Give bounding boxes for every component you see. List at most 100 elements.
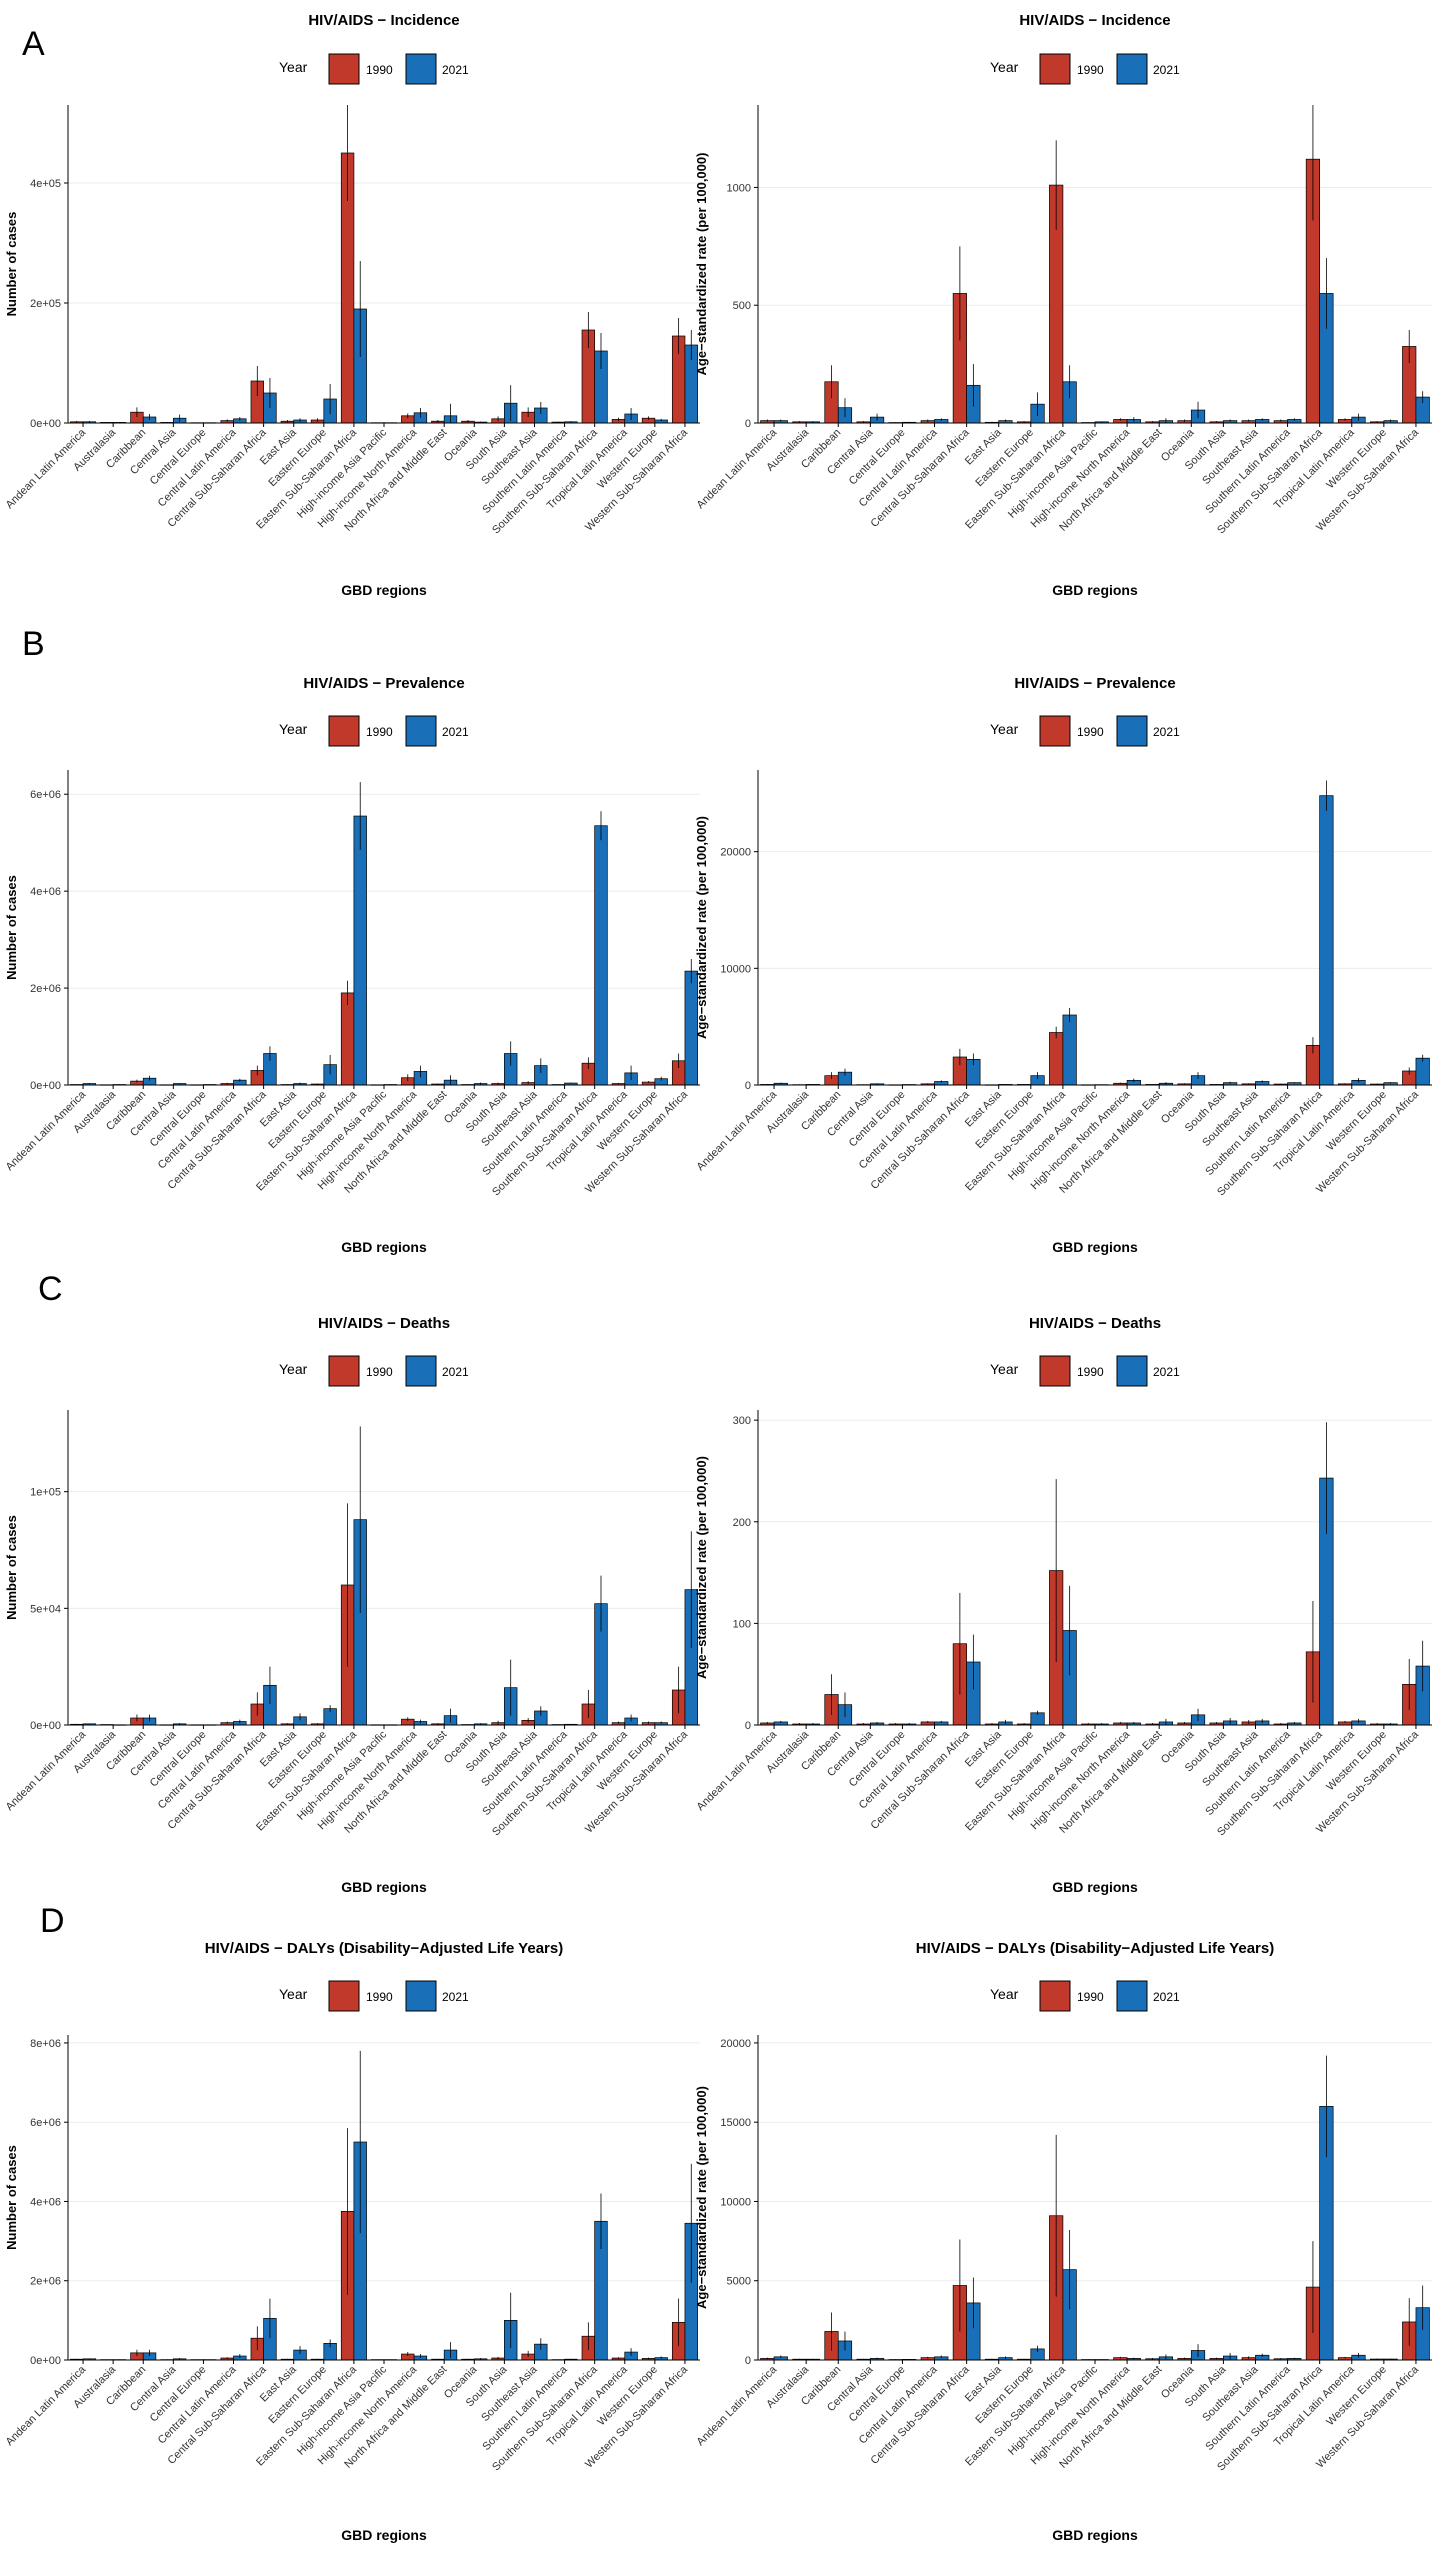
- panel-letter-d: D: [40, 1902, 65, 1940]
- legend-swatch-1990: [328, 1980, 360, 2012]
- legend-title: Year: [279, 1361, 308, 1377]
- legend-title: Year: [990, 721, 1019, 737]
- x-axis-title: GBD regions: [341, 2527, 427, 2543]
- x-tick-label: Southeast Asia: [1200, 2363, 1261, 2424]
- legend-label-2021: 2021: [1153, 63, 1180, 77]
- legend: Year 1990 2021: [279, 1355, 469, 1387]
- y-tick-label: 2e+05: [30, 298, 61, 310]
- chart-8: HIV/AIDS − DALYs (Disability−Adjusted Li…: [694, 1940, 1432, 2543]
- x-tick-label: Eastern Europe: [973, 1729, 1036, 1792]
- legend-label-2021: 2021: [442, 1365, 469, 1379]
- legend-swatch-1990: [1039, 715, 1071, 747]
- chart-4: HIV/AIDS − Prevalence Year 1990 2021 0 10000 2…: [694, 675, 1432, 1255]
- panel-letter-a: A: [22, 25, 45, 63]
- y-tick-label: 0: [745, 1080, 751, 1092]
- x-axis-title: GBD regions: [1052, 1239, 1138, 1255]
- legend-label-2021: 2021: [1153, 725, 1180, 739]
- y-tick-label: 4e+05: [30, 178, 61, 190]
- y-tick-label: 2e+06: [30, 2276, 61, 2288]
- y-axis-title: Age−standardized rate (per 100,000): [694, 1456, 709, 1679]
- y-axis-title: Age−standardized rate (per 100,000): [694, 2086, 709, 2309]
- legend-label-1990: 1990: [1077, 1365, 1104, 1379]
- legend-swatch-1990: [1039, 53, 1071, 85]
- x-axis-title: GBD regions: [341, 1879, 427, 1895]
- chart-title: HIV/AIDS − Deaths: [1029, 1315, 1161, 1332]
- legend: Year 1990 2021: [990, 1355, 1180, 1387]
- x-tick-label: Eastern Europe: [973, 427, 1036, 490]
- legend-swatch-1990: [1039, 1355, 1071, 1387]
- legend-swatch-2021: [1116, 53, 1148, 85]
- chart-3: HIV/AIDS − Prevalence Year 1990 2021 0e+00 2e…: [4, 675, 700, 1255]
- legend-label-1990: 1990: [366, 725, 393, 739]
- x-tick-label: Central Europe: [847, 427, 908, 488]
- y-tick-label: 4e+06: [30, 886, 61, 898]
- bar-1990: [340, 992, 355, 1086]
- legend: Year 1990 2021: [279, 715, 469, 747]
- x-axis-title: GBD regions: [341, 582, 427, 598]
- legend-label-1990: 1990: [366, 1990, 393, 2004]
- x-tick-label: Southeast Asia: [1200, 426, 1261, 487]
- chart-title: HIV/AIDS − Incidence: [308, 12, 459, 29]
- y-tick-label: 1000: [727, 182, 751, 194]
- chart-title: HIV/AIDS − Incidence: [1019, 12, 1170, 29]
- legend-swatch-1990: [1039, 1980, 1071, 2012]
- legend: Year 1990 2021: [990, 53, 1180, 85]
- bar-1990: [1049, 1032, 1064, 1086]
- legend-label-1990: 1990: [366, 1365, 393, 1379]
- y-tick-label: 0: [745, 418, 751, 430]
- y-tick-label: 4e+06: [30, 2196, 61, 2208]
- y-tick-label: 10000: [720, 963, 751, 975]
- y-tick-label: 8e+06: [30, 2038, 61, 2050]
- legend-label-2021: 2021: [442, 725, 469, 739]
- legend-label-2021: 2021: [1153, 1365, 1180, 1379]
- y-axis-title: Age−standardized rate (per 100,000): [694, 816, 709, 1039]
- x-tick-label: Central Europe: [847, 1729, 908, 1790]
- y-tick-label: 0e+00: [30, 418, 61, 430]
- chart-2: HIV/AIDS − Incidence Year 1990 2021 0 500 1000…: [694, 12, 1432, 598]
- y-axis-title: Number of cases: [4, 1515, 19, 1620]
- bar-2021: [1415, 1057, 1430, 1086]
- chart-6: HIV/AIDS − Deaths Year 1990 2021 0 100 200 300 A…: [694, 1315, 1432, 1895]
- legend-title: Year: [279, 59, 308, 75]
- y-tick-label: 0e+00: [30, 1720, 61, 1732]
- y-tick-label: 0e+00: [30, 1080, 61, 1092]
- legend-swatch-2021: [405, 715, 437, 747]
- legend-label-2021: 2021: [442, 63, 469, 77]
- y-axis-title: Number of cases: [4, 2145, 19, 2250]
- chart-title: HIV/AIDS − Prevalence: [1014, 675, 1175, 692]
- legend-swatch-2021: [405, 1355, 437, 1387]
- panel-letter-c: C: [38, 1270, 63, 1308]
- chart-title: HIV/AIDS − DALYs (Disability−Adjusted Li…: [916, 1940, 1274, 1957]
- legend-title: Year: [990, 1361, 1019, 1377]
- y-axis-title: Number of cases: [4, 212, 19, 317]
- chart-title: HIV/AIDS − Prevalence: [303, 675, 464, 692]
- x-tick-label: Eastern Europe: [973, 2364, 1036, 2427]
- x-tick-label: Central Europe: [847, 2364, 908, 2425]
- y-tick-label: 1e+05: [30, 1487, 61, 1499]
- x-tick-label: Eastern Europe: [973, 1089, 1036, 1152]
- legend-swatch-1990: [328, 715, 360, 747]
- chart-title: HIV/AIDS − DALYs (Disability−Adjusted Li…: [205, 1940, 563, 1957]
- legend-swatch-2021: [1116, 1980, 1148, 2012]
- legend-label-1990: 1990: [1077, 725, 1104, 739]
- y-tick-label: 200: [733, 1517, 751, 1529]
- legend-swatch-2021: [405, 1980, 437, 2012]
- legend-title: Year: [279, 721, 308, 737]
- legend-title: Year: [990, 59, 1019, 75]
- x-tick-label: Central Europe: [847, 1089, 908, 1150]
- bar-2021: [1319, 795, 1334, 1086]
- y-tick-label: 0e+00: [30, 2355, 61, 2367]
- legend-swatch-2021: [1116, 715, 1148, 747]
- y-tick-label: 15000: [720, 2117, 751, 2129]
- panel-letter-b: B: [22, 625, 45, 663]
- y-tick-label: 100: [733, 1618, 751, 1630]
- legend-swatch-2021: [405, 53, 437, 85]
- y-tick-label: 6e+06: [30, 2117, 61, 2129]
- legend: Year 1990 2021: [990, 715, 1180, 747]
- legend-swatch-2021: [1116, 1355, 1148, 1387]
- bar-2021: [1062, 1014, 1077, 1086]
- x-axis-title: GBD regions: [1052, 582, 1138, 598]
- chart-5: HIV/AIDS − Deaths Year 1990 2021 0e+00 5e+04 1…: [4, 1315, 700, 1895]
- y-tick-label: 500: [733, 300, 751, 312]
